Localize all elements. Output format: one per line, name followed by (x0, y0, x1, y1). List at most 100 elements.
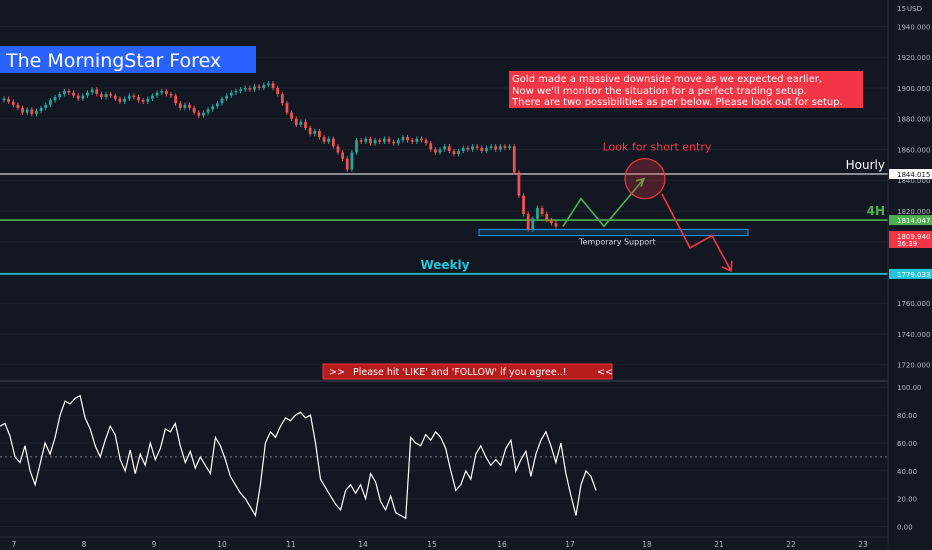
candle-body (526, 214, 530, 230)
candle-body (76, 95, 80, 99)
candle-body (234, 91, 238, 93)
candle-body (95, 89, 99, 95)
temporary-support-box (478, 228, 749, 237)
candle-body (53, 97, 57, 101)
candle-body (164, 91, 168, 95)
price-tick-label: 1820.000 (897, 208, 930, 216)
candle-body (276, 87, 280, 95)
candle-body (21, 107, 24, 113)
candle-body (169, 94, 173, 96)
time-tick-label: 8 (82, 540, 87, 549)
candle-body (48, 100, 52, 105)
candle-body (113, 95, 117, 99)
candle-body (466, 147, 470, 150)
candle-body (396, 140, 400, 144)
candle-body (461, 147, 465, 151)
current-price-value: 1809.940 (897, 233, 930, 241)
candle-body (243, 87, 247, 90)
annotation-line-1: Gold made a massive downside move as we … (512, 74, 822, 85)
candle-body (387, 138, 391, 142)
candle-body (457, 150, 460, 155)
candle-body (406, 137, 409, 141)
candle-body (155, 92, 159, 96)
candle-body (531, 218, 535, 230)
candle-body (438, 149, 442, 153)
time-tick-label: 23 (858, 540, 868, 549)
level-tag-box (889, 215, 932, 226)
candle-body (220, 98, 224, 104)
candle-body (2, 98, 6, 101)
candle-body (192, 107, 196, 113)
candle-body (7, 98, 11, 102)
temporary-support-zone: Temporary Support (478, 228, 749, 247)
candle-body (267, 83, 270, 85)
candle-body (540, 207, 544, 215)
price-tick-label: 1920.000 (897, 54, 930, 62)
candle-body (522, 195, 525, 215)
candle-body (443, 146, 447, 150)
candle-body (137, 97, 140, 101)
time-tick-label: 14 (358, 540, 368, 549)
candle-body (554, 223, 558, 227)
title-text: The MorningStar Forex (5, 50, 221, 72)
candle-body (401, 137, 405, 141)
cta-banner[interactable] (322, 363, 613, 380)
candle-body (304, 121, 307, 128)
candle-body (549, 220, 553, 224)
candle-body (253, 86, 256, 90)
temporary-support-label: Temporary Support (578, 238, 656, 247)
candle-body (248, 87, 252, 90)
price-tick-label: 1720.000 (897, 362, 930, 370)
candle-body (285, 103, 289, 113)
candle-body (141, 100, 145, 102)
candle-body (410, 140, 414, 142)
candle-body (392, 141, 396, 144)
level-tag-box (889, 268, 932, 279)
short-entry-label: Look for short entry (603, 141, 712, 154)
bullish-projection-line (562, 178, 645, 228)
candle-body (327, 138, 331, 142)
candle-body (345, 158, 349, 170)
candle-body (471, 146, 474, 150)
candle-body (262, 84, 266, 88)
candle-body (58, 94, 62, 98)
candle-body (299, 121, 303, 125)
candle-body (382, 138, 386, 142)
candle-body (197, 112, 201, 116)
candle-body (485, 147, 488, 151)
candle-body (90, 89, 94, 93)
candle-body (215, 103, 219, 107)
bearish-projection-arrowhead (721, 260, 733, 273)
candle-body (415, 138, 419, 142)
rsi-axis-ticks: 0.00 20.00 40.00 60.00 80.00 100.00 (897, 384, 922, 531)
time-tick-label: 21 (714, 540, 724, 549)
candle-body (211, 106, 215, 110)
candle-body (475, 146, 479, 148)
time-tick-label: 22 (786, 540, 796, 549)
candle-body (62, 91, 66, 95)
candle-body (81, 95, 85, 99)
candle-body (434, 149, 437, 153)
candle-body (202, 112, 205, 116)
candle-body (429, 143, 433, 150)
current-price-tag: 1809.940 36:39 (889, 231, 932, 248)
candle-body (494, 146, 498, 150)
candle-body (35, 111, 38, 115)
candle-body (331, 138, 335, 147)
short-entry-circle (624, 158, 666, 200)
candle-body (174, 95, 178, 104)
candle-body (424, 140, 428, 144)
time-tick-label: 18 (642, 540, 652, 549)
annotation-box (509, 71, 863, 108)
candle-body (25, 109, 29, 113)
candle-body (336, 146, 340, 153)
time-tick-label: 7 (12, 540, 17, 549)
rsi-tick-label: 80.00 (897, 412, 917, 420)
candle-body (104, 94, 108, 98)
rsi-tick-label: 20.00 (897, 496, 917, 504)
rsi-gridlines (0, 386, 888, 528)
candle-body (378, 140, 382, 142)
candle-body (373, 140, 377, 144)
level-label-4h: 4H (867, 204, 885, 218)
